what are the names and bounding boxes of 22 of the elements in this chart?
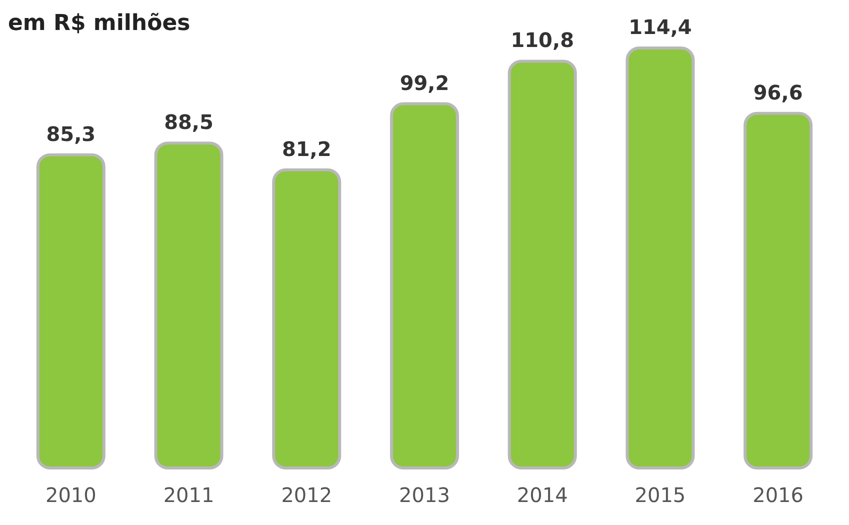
data-label: 114,4 bbox=[628, 15, 692, 39]
data-label: 110,8 bbox=[510, 28, 574, 52]
bar bbox=[508, 60, 577, 470]
data-label: 81,2 bbox=[282, 136, 332, 161]
bar bbox=[390, 102, 459, 470]
x-tick-label: 2016 bbox=[752, 483, 804, 508]
data-label: 88,5 bbox=[164, 110, 214, 134]
bar bbox=[272, 168, 342, 470]
x-tick-label: 2010 bbox=[45, 483, 96, 508]
bar bbox=[36, 153, 106, 470]
bar bbox=[744, 112, 813, 470]
data-label: 99,2 bbox=[400, 70, 450, 95]
bar bbox=[626, 46, 695, 470]
x-tick-label: 2011 bbox=[163, 483, 214, 508]
data-label: 85,3 bbox=[46, 122, 96, 146]
bar bbox=[154, 142, 224, 470]
x-tick-label: 2014 bbox=[516, 483, 568, 508]
data-label: 96,6 bbox=[753, 80, 803, 104]
x-tick-label: 2013 bbox=[399, 483, 450, 508]
chart-title: em R$ milhões bbox=[8, 11, 190, 36]
x-tick-label: 2012 bbox=[281, 483, 332, 508]
x-tick-label: 2015 bbox=[634, 483, 686, 508]
